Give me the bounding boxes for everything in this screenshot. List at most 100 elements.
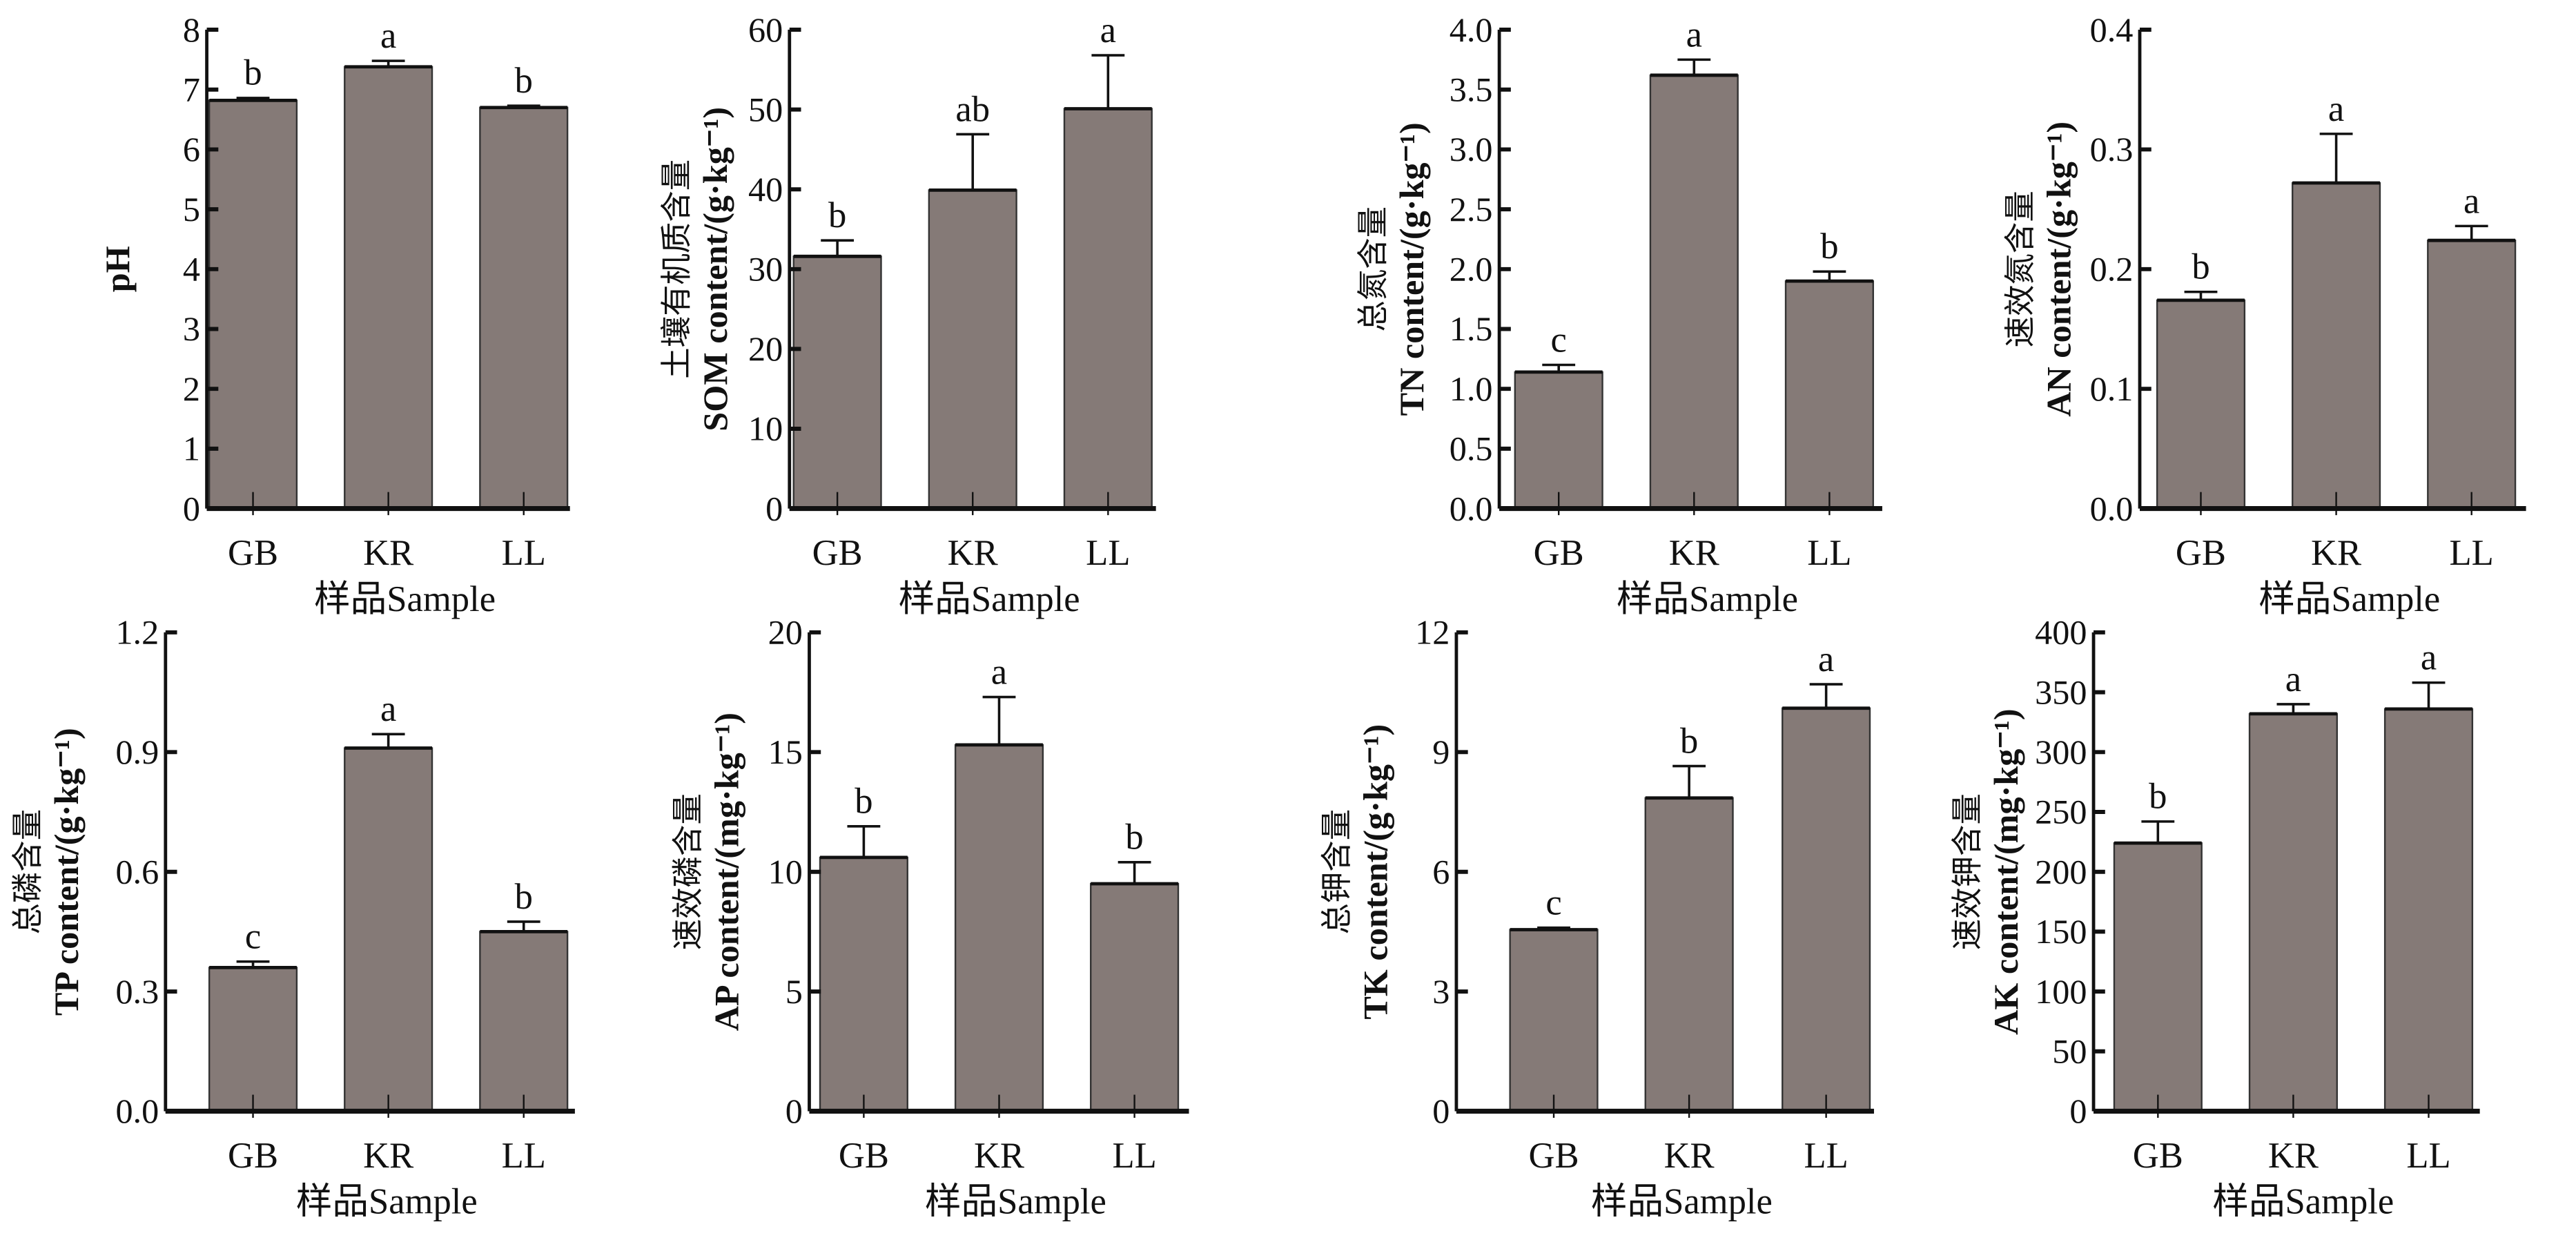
- significance-letter: a: [2421, 638, 2437, 678]
- y-tick-label: 0.3: [115, 972, 159, 1011]
- x-axis-label: 样品Sample: [1591, 1182, 1773, 1222]
- significance-letter: b: [1125, 817, 1143, 858]
- significance-letter: b: [515, 877, 533, 917]
- y-axis-label: AP content/(mg·kg⁻¹): [708, 713, 746, 1031]
- y-tick-label: 3: [183, 309, 200, 348]
- category-label: LL: [502, 533, 546, 573]
- y-tick-label: 0.1: [2090, 369, 2134, 408]
- y-tick-label: 20: [748, 329, 783, 368]
- y-tick-label: 0.3: [2090, 130, 2134, 168]
- y-tick-label: 3.5: [1450, 70, 1493, 108]
- y-tick-label: 0.9: [115, 733, 159, 771]
- y-tick-label: 200: [2035, 852, 2087, 891]
- significance-letter: a: [1100, 10, 1116, 50]
- y-tick-label: 10: [768, 852, 803, 891]
- y-tick-label: 0.5: [1450, 429, 1493, 468]
- significance-letter: c: [245, 917, 261, 957]
- bar-KR: [2292, 182, 2381, 510]
- bar-GB: [2156, 299, 2246, 510]
- y-axis-label: TK content/(g·kg⁻¹): [1356, 724, 1394, 1020]
- bar-KR: [1644, 797, 1734, 1112]
- y-tick-label: 50: [2052, 1032, 2087, 1071]
- y-tick-label: 0: [183, 489, 200, 527]
- significance-letter: c: [1551, 320, 1567, 360]
- y-tick-label: 8: [183, 10, 200, 49]
- y-tick-label: 0: [1432, 1092, 1450, 1130]
- y-tick-label: 0: [765, 489, 783, 527]
- y-tick-label: 250: [2035, 793, 2087, 831]
- category-label: GB: [2133, 1136, 2183, 1176]
- significance-letter: a: [380, 689, 396, 729]
- category-label: GB: [1534, 533, 1584, 573]
- y-tick-label: 60: [748, 10, 783, 49]
- category-label: GB: [228, 533, 278, 573]
- y-tick-label: 0: [2069, 1092, 2087, 1130]
- x-axis-label: 样品Sample: [2258, 579, 2440, 619]
- significance-letter: b: [1680, 721, 1698, 761]
- significance-letter: a: [2463, 181, 2479, 221]
- category-label: KR: [2311, 533, 2362, 573]
- y-axis-label: TN content/(g·kg⁻¹): [1392, 122, 1431, 416]
- category-label: LL: [2406, 1136, 2450, 1176]
- y-axis-label: TP content/(g·kg⁻¹): [47, 728, 86, 1016]
- significance-letter: a: [1818, 639, 1834, 679]
- significance-letter: ab: [955, 89, 990, 129]
- bar-GB: [2113, 842, 2203, 1112]
- y-tick-label: 0.0: [1450, 489, 1493, 527]
- category-label: GB: [1528, 1136, 1579, 1176]
- y-axis-label-cn: 速效磷含量: [670, 793, 706, 950]
- category-label: GB: [839, 1136, 889, 1176]
- y-tick-label: 2.5: [1450, 190, 1493, 229]
- y-tick-label: 40: [748, 170, 783, 209]
- y-tick-label: 150: [2035, 912, 2087, 951]
- y-tick-label: 400: [2035, 613, 2087, 652]
- category-label: LL: [502, 1136, 546, 1176]
- y-axis-label: pH: [98, 246, 137, 292]
- y-axis-label: AN content/(g·kg⁻¹): [2040, 122, 2078, 417]
- category-label: KR: [2268, 1136, 2319, 1176]
- y-tick-label: 0.0: [2090, 489, 2134, 527]
- y-axis-label: AK content/(mg·kg⁻¹): [1987, 708, 2025, 1035]
- y-tick-label: 7: [183, 70, 200, 108]
- bar-GB: [208, 99, 298, 510]
- bar-LL: [2383, 708, 2474, 1112]
- bar-LL: [479, 106, 569, 510]
- x-axis-label: 样品Sample: [1617, 579, 1798, 619]
- y-tick-label: 3: [1432, 972, 1450, 1011]
- y-tick-label: 2: [183, 369, 200, 408]
- bar-LL: [1063, 108, 1153, 510]
- y-tick-label: 1: [183, 429, 200, 468]
- x-axis-label: 样品Sample: [925, 1182, 1106, 1222]
- y-axis-label: SOM content/(g·kg⁻¹): [696, 107, 734, 432]
- y-axis-label-cn: 总氮含量: [1355, 206, 1392, 332]
- significance-letter: b: [2192, 247, 2209, 287]
- y-tick-label: 1.0: [1450, 369, 1493, 408]
- bar-GB: [819, 856, 908, 1112]
- bar-LL: [1090, 882, 1180, 1112]
- category-label: LL: [2450, 533, 2494, 573]
- x-axis-label: 样品Sample: [296, 1182, 478, 1222]
- category-label: KR: [1669, 533, 1720, 573]
- significance-letter: b: [828, 195, 846, 235]
- bar-KR: [344, 747, 433, 1112]
- bar-KR: [954, 744, 1044, 1112]
- category-label: GB: [812, 533, 863, 573]
- significance-letter: a: [2328, 89, 2344, 129]
- category-label: LL: [1804, 1136, 1848, 1176]
- y-tick-label: 0: [786, 1092, 803, 1130]
- bar-GB: [792, 255, 882, 510]
- y-tick-label: 100: [2035, 972, 2087, 1011]
- bar-LL: [2427, 240, 2517, 510]
- y-tick-label: 6: [1432, 852, 1450, 891]
- y-tick-label: 0.0: [115, 1092, 159, 1130]
- y-tick-label: 15: [768, 733, 803, 771]
- category-label: LL: [1807, 533, 1851, 573]
- y-tick-label: 50: [748, 90, 783, 128]
- x-axis-label: 样品Sample: [2212, 1182, 2394, 1222]
- y-tick-label: 4: [183, 250, 200, 289]
- bar-GB: [208, 967, 298, 1112]
- category-label: KR: [363, 1136, 414, 1176]
- y-tick-label: 12: [1415, 613, 1450, 652]
- significance-letter: a: [2285, 659, 2301, 699]
